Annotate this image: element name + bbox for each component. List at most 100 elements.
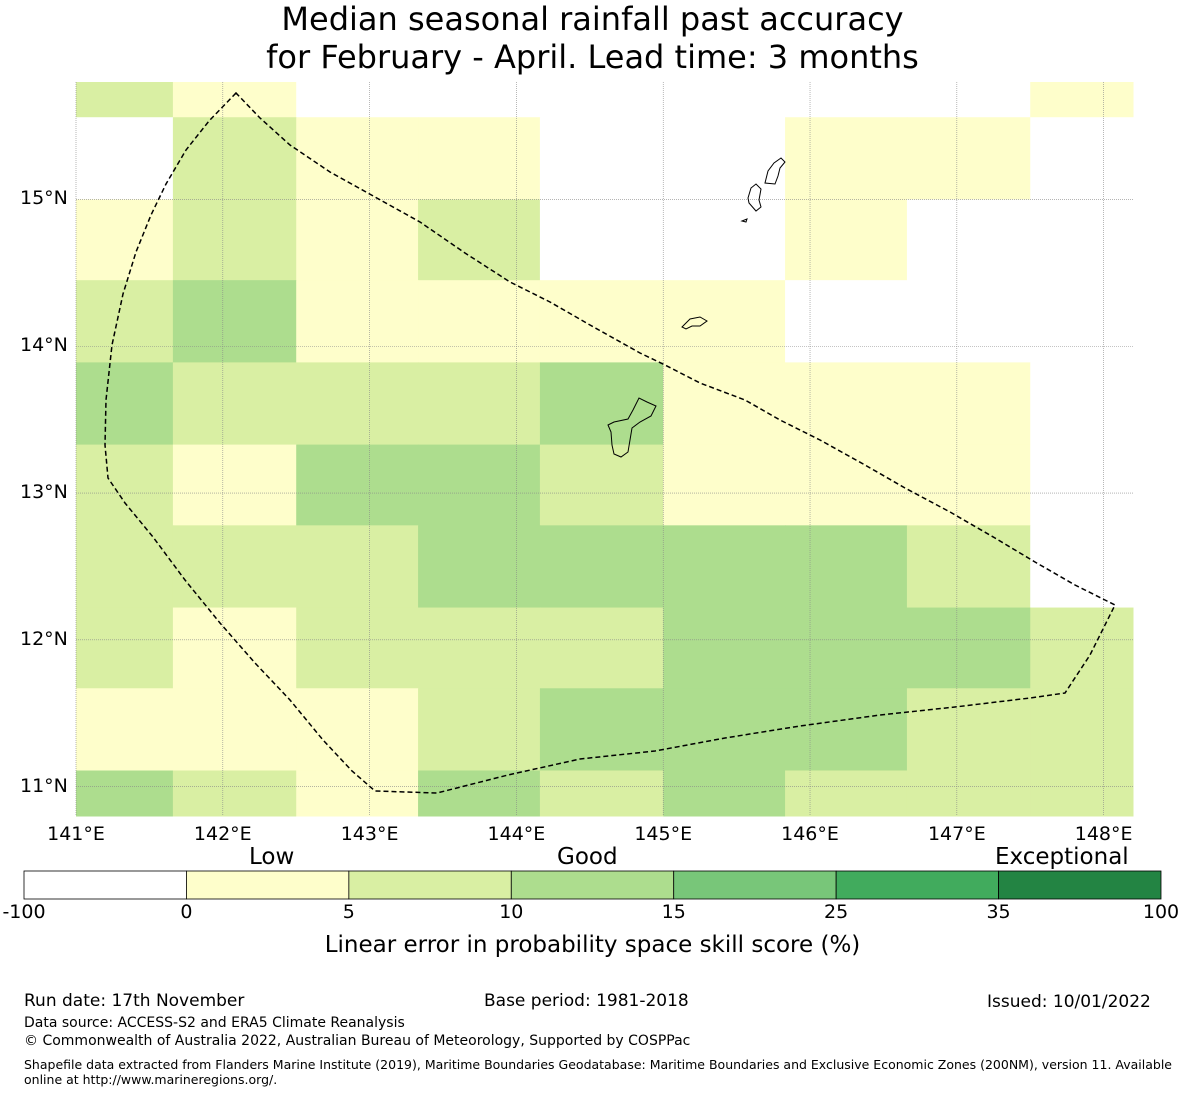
skill-grid: [76, 82, 1134, 817]
grid-cell: [418, 199, 541, 281]
colorbar-bin: [998, 870, 1162, 900]
colorbar-bin: [673, 870, 837, 900]
grid-cell: [785, 82, 908, 118]
grid-cell: [785, 525, 908, 609]
rota-coastline: [681, 316, 708, 330]
grid-cell: [906, 117, 1031, 200]
grid-cell: [76, 117, 174, 200]
grid-cell: [906, 199, 1031, 281]
grid-cell: [785, 280, 908, 363]
grid-cell: [418, 607, 541, 689]
grid-cell: [418, 82, 541, 118]
grid-cell: [418, 770, 541, 817]
grid-cell: [906, 444, 1031, 526]
issued-date: Issued: 10/01/2022: [987, 992, 1151, 1012]
grid-cell: [296, 362, 419, 446]
grid-cell: [76, 770, 174, 817]
run-date: Run date: 17th November: [24, 991, 245, 1011]
grid-cell: [76, 199, 174, 281]
saipan-coastline: [764, 157, 786, 185]
longitude-label: 148°E: [1074, 823, 1133, 845]
eez-boundary: [104, 91, 1117, 794]
grid-cell: [76, 525, 174, 609]
grid-cell: [906, 607, 1031, 689]
latitude-label: 11°N: [20, 774, 68, 797]
grid-cell: [1030, 525, 1134, 609]
grid-cell: [539, 199, 664, 281]
graticule: [75, 82, 1133, 816]
colorbar-tick-label: 25: [824, 901, 849, 923]
guam-coastline: [607, 397, 657, 458]
colorbar-tick-label: 15: [661, 901, 686, 923]
grid-cell: [1030, 607, 1134, 689]
grid-cell: [172, 117, 297, 200]
grid-cell: [296, 82, 419, 118]
grid-cell: [663, 117, 786, 200]
grid-cell: [172, 362, 297, 446]
longitude-label: 145°E: [634, 823, 693, 845]
colorbar-tick-label: 100: [1142, 901, 1180, 923]
grid-cell: [76, 82, 174, 118]
coastlines: [607, 157, 786, 458]
grid-cell: [296, 117, 419, 200]
grid-cell: [172, 199, 297, 281]
colorbar-bin: [348, 870, 512, 900]
grid-cell: [1030, 82, 1134, 118]
grid-cell: [539, 688, 664, 771]
grid-cell: [172, 607, 297, 689]
colorbar-bin: [23, 870, 187, 900]
grid-cell: [1030, 280, 1134, 363]
grid-cell: [418, 280, 541, 363]
grid-cell: [1030, 362, 1134, 446]
longitude-label: 141°E: [47, 823, 105, 845]
grid-cell: [539, 362, 664, 446]
map-title: Median seasonal rainfall past accuracy f…: [0, 0, 1185, 76]
grid-cell: [663, 444, 786, 526]
latitude-label: 13°N: [20, 481, 68, 504]
grid-cell: [296, 280, 419, 363]
grid-cell: [906, 688, 1031, 771]
grid-cell: [785, 362, 908, 446]
latitude-label: 12°N: [20, 627, 68, 650]
grid-cell: [906, 362, 1031, 446]
grid-cell: [172, 280, 297, 363]
grid-cell: [76, 444, 174, 526]
grid-cell: [906, 82, 1031, 118]
grid-cell: [663, 362, 786, 446]
longitude-label: 147°E: [927, 823, 986, 845]
colorbar-label-low: Low: [249, 844, 295, 870]
colorbar-axis-title: Linear error in probability space skill …: [324, 932, 861, 958]
grid-cell: [172, 525, 297, 609]
grid-cell: [785, 607, 908, 689]
grid-cell: [663, 770, 786, 817]
colorbar-tick-label: 5: [342, 901, 355, 923]
grid-cell: [906, 770, 1031, 817]
grid-cell: [539, 444, 664, 526]
grid-cell: [76, 688, 174, 771]
grid-cell: [906, 525, 1031, 609]
longitude-label: 143°E: [340, 823, 399, 845]
grid-cell: [172, 688, 297, 771]
colorbar-bin: [186, 870, 350, 900]
grid-cell: [296, 444, 419, 526]
colorbar-label-exceptional: Exceptional: [995, 844, 1129, 870]
grid-cell: [663, 199, 786, 281]
longitude-label: 142°E: [193, 823, 252, 845]
title-line-1: Median seasonal rainfall past accuracy: [281, 0, 904, 38]
grid-cell: [296, 525, 419, 609]
grid-cell: [663, 607, 786, 689]
base-period: Base period: 1981-2018: [484, 991, 689, 1011]
colorbar-tick-label: 35: [986, 901, 1011, 923]
grid-cell: [539, 770, 664, 817]
colorbar-tick-label: -100: [2, 901, 46, 923]
title-line-2: for February - April. Lead time: 3 month…: [266, 38, 919, 76]
longitude-label: 146°E: [781, 823, 839, 845]
copyright: © Commonwealth of Australia 2022, Austra…: [24, 1033, 691, 1049]
colorbar-label-good: Good: [557, 844, 618, 870]
grid-cell: [1030, 770, 1134, 817]
colorbar-bin: [835, 870, 999, 900]
grid-cell: [663, 82, 786, 118]
grid-cell: [172, 444, 297, 526]
grid-cell: [1030, 444, 1134, 526]
